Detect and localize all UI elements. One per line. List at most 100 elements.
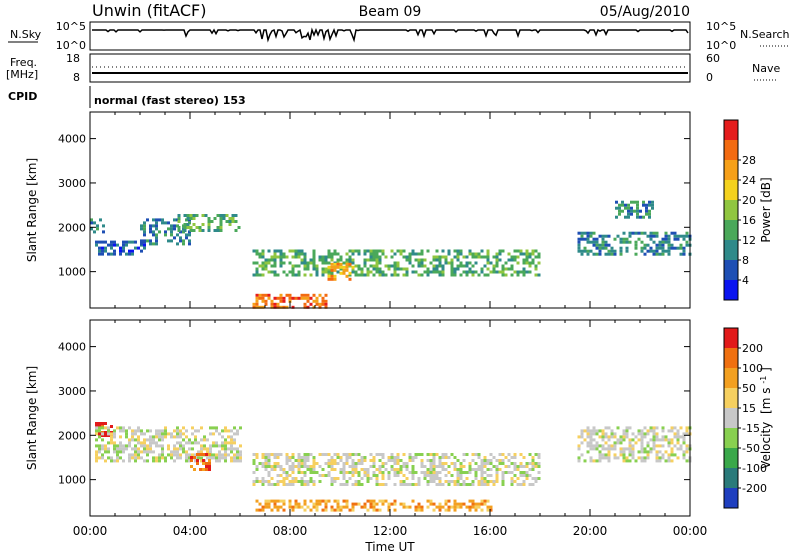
data-cell bbox=[480, 508, 484, 512]
data-cell bbox=[312, 462, 316, 465]
data-cell bbox=[255, 302, 259, 306]
data-cell bbox=[215, 444, 218, 448]
data-cell bbox=[264, 258, 268, 262]
data-cell bbox=[658, 444, 662, 448]
data-cell bbox=[516, 483, 520, 486]
data-cell bbox=[366, 471, 370, 474]
data-cell bbox=[215, 459, 218, 463]
data-cell bbox=[369, 477, 373, 480]
data-cell bbox=[468, 462, 472, 465]
data-cell bbox=[405, 465, 409, 468]
data-cell bbox=[252, 273, 256, 277]
data-cell bbox=[489, 508, 493, 512]
data-cell bbox=[393, 270, 397, 274]
data-cell bbox=[372, 456, 376, 459]
data-cell bbox=[607, 252, 611, 256]
data-cell bbox=[621, 209, 624, 213]
data-cell bbox=[288, 502, 292, 506]
data-cell bbox=[218, 456, 221, 460]
data-cell bbox=[303, 480, 307, 483]
data-cell bbox=[483, 499, 487, 503]
data-cell bbox=[628, 459, 632, 463]
data-cell bbox=[177, 220, 181, 223]
data-cell bbox=[453, 468, 457, 471]
data-cell bbox=[586, 441, 590, 445]
data-cell bbox=[291, 468, 295, 471]
data-cell bbox=[483, 480, 487, 483]
data-cell bbox=[643, 246, 647, 250]
data-cell bbox=[646, 444, 650, 448]
data-cell bbox=[196, 459, 199, 462]
data-cell bbox=[453, 505, 457, 509]
data-cell bbox=[318, 258, 322, 262]
colorbar-tick-label: 100 bbox=[742, 362, 763, 375]
data-cell bbox=[633, 209, 636, 213]
data-cell bbox=[333, 477, 337, 480]
data-cell bbox=[447, 252, 451, 256]
data-cell bbox=[224, 429, 227, 433]
data-cell bbox=[363, 258, 367, 262]
data-cell bbox=[477, 465, 481, 468]
data-cell bbox=[673, 444, 677, 448]
data-cell bbox=[300, 249, 304, 253]
data-cell bbox=[372, 502, 376, 506]
data-cell bbox=[357, 264, 361, 268]
data-cell bbox=[501, 264, 505, 268]
data-cell bbox=[528, 468, 532, 471]
data-cell bbox=[218, 444, 221, 448]
data-cell bbox=[161, 435, 164, 439]
data-cell bbox=[104, 426, 107, 430]
data-cell bbox=[498, 459, 502, 462]
data-cell bbox=[408, 505, 412, 509]
data-cell bbox=[630, 206, 633, 210]
data-cell bbox=[231, 217, 235, 220]
data-cell bbox=[140, 441, 143, 445]
data-cell bbox=[327, 261, 331, 265]
data-cell bbox=[459, 471, 463, 474]
data-cell bbox=[197, 450, 200, 454]
colorbar-swatch bbox=[724, 428, 738, 449]
data-cell bbox=[161, 438, 164, 442]
data-cell bbox=[363, 249, 367, 253]
data-cell bbox=[276, 465, 280, 468]
colorbar-tick-label: -15 bbox=[742, 422, 760, 435]
data-cell bbox=[372, 474, 376, 477]
data-cell bbox=[384, 462, 388, 465]
data-cell bbox=[676, 234, 680, 238]
data-cell bbox=[525, 255, 529, 259]
data-cell bbox=[450, 270, 454, 274]
data-cell bbox=[342, 477, 346, 480]
data-cell bbox=[267, 465, 271, 468]
data-cell bbox=[438, 505, 442, 509]
data-cell bbox=[101, 426, 104, 430]
data-cell bbox=[456, 249, 460, 253]
data-cell bbox=[252, 471, 256, 474]
data-cell bbox=[336, 456, 340, 459]
data-cell bbox=[369, 249, 373, 253]
data-cell bbox=[206, 456, 209, 460]
data-cell bbox=[143, 221, 146, 225]
data-cell bbox=[459, 465, 463, 468]
data-cell bbox=[627, 203, 630, 207]
data-cell bbox=[655, 252, 659, 256]
data-cell bbox=[498, 468, 502, 471]
data-cell bbox=[209, 432, 212, 436]
velocity-colorbar-unit-end: ] bbox=[759, 367, 773, 372]
data-cell bbox=[303, 462, 307, 465]
data-cell bbox=[342, 268, 346, 272]
data-cell bbox=[384, 273, 388, 277]
data-cell bbox=[357, 252, 361, 256]
data-cell bbox=[215, 429, 218, 433]
data-cell bbox=[372, 252, 376, 256]
station-title: Unwin (fitACF) bbox=[92, 1, 206, 20]
data-cell bbox=[435, 249, 439, 253]
data-cell bbox=[420, 261, 424, 265]
data-cell bbox=[375, 508, 379, 512]
data-cell bbox=[682, 234, 686, 238]
data-cell bbox=[598, 456, 602, 460]
data-cell bbox=[471, 483, 475, 486]
data-cell bbox=[158, 453, 161, 457]
data-cell bbox=[631, 447, 635, 451]
data-cell bbox=[93, 230, 96, 234]
data-cell bbox=[134, 459, 137, 463]
